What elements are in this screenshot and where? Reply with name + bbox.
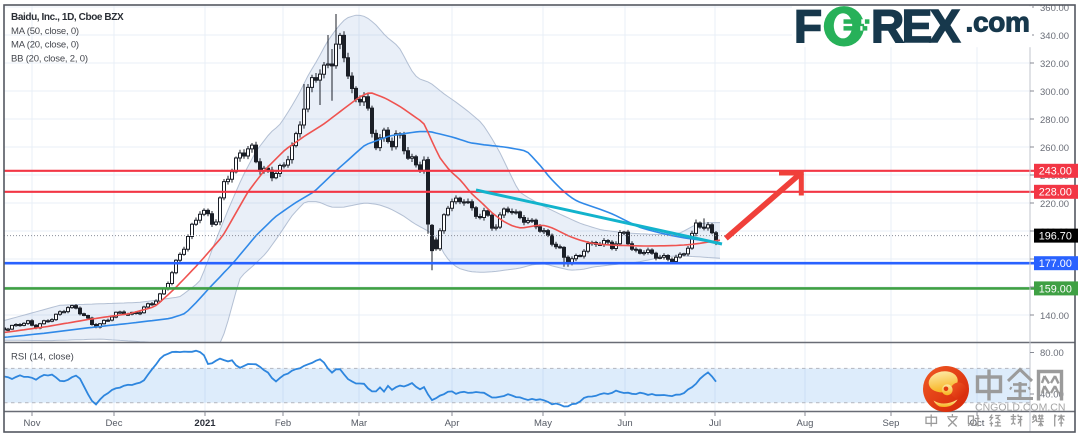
svg-text:Aug: Aug xyxy=(797,418,814,429)
svg-text:159.00: 159.00 xyxy=(1039,283,1072,295)
svg-text:.com: .com xyxy=(966,7,1030,38)
svg-text:May: May xyxy=(534,418,552,429)
svg-text:260.00: 260.00 xyxy=(1040,143,1069,154)
svg-text:BB (20, close, 2, 0): BB (20, close, 2, 0) xyxy=(11,54,88,65)
svg-text:40.00: 40.00 xyxy=(1040,389,1064,400)
svg-text:CNGOLD.COM.CN: CNGOLD.COM.CN xyxy=(975,402,1065,414)
svg-text:RSI (14, close): RSI (14, close) xyxy=(11,352,74,363)
svg-text:280.00: 280.00 xyxy=(1040,115,1069,126)
svg-text:2021: 2021 xyxy=(194,418,216,429)
svg-text:Mar: Mar xyxy=(351,418,367,429)
svg-text:220.00: 220.00 xyxy=(1040,199,1069,210)
svg-text:140.00: 140.00 xyxy=(1040,311,1069,322)
svg-text:196.70: 196.70 xyxy=(1039,231,1072,243)
svg-text:80.00: 80.00 xyxy=(1040,348,1064,359)
svg-text:F: F xyxy=(794,0,821,52)
svg-text:360.00: 360.00 xyxy=(1040,3,1069,14)
svg-text:REX: REX xyxy=(871,0,961,52)
svg-text:Dec: Dec xyxy=(106,418,123,429)
svg-text:Baidu, Inc., 1D, Cboe BZX: Baidu, Inc., 1D, Cboe BZX xyxy=(11,12,124,23)
svg-text:340.00: 340.00 xyxy=(1040,31,1069,42)
svg-text:Jun: Jun xyxy=(617,418,632,429)
svg-text:243.00: 243.00 xyxy=(1039,166,1072,178)
svg-text:MA (20, close, 0): MA (20, close, 0) xyxy=(11,40,79,51)
svg-text:320.00: 320.00 xyxy=(1040,59,1069,70)
svg-text:MA (50, close, 0): MA (50, close, 0) xyxy=(11,26,79,37)
svg-text:Apr: Apr xyxy=(445,418,460,429)
svg-text:Feb: Feb xyxy=(275,418,291,429)
svg-text:Nov: Nov xyxy=(24,418,41,429)
svg-text:300.00: 300.00 xyxy=(1040,87,1069,98)
svg-text:177.00: 177.00 xyxy=(1039,258,1072,270)
svg-text:228.00: 228.00 xyxy=(1039,187,1072,199)
svg-text:Jul: Jul xyxy=(709,418,721,429)
svg-text:Sep: Sep xyxy=(883,418,900,429)
